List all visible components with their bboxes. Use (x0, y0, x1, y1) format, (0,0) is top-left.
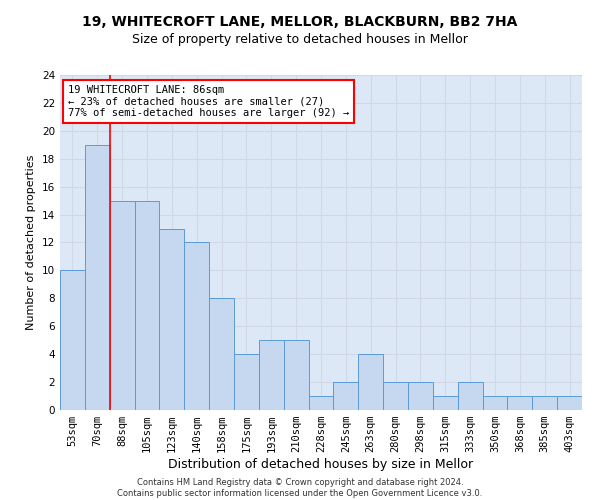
Bar (458, 382, 482, 410)
Bar (134, 200, 160, 410)
Bar (482, 396, 508, 410)
Bar (532, 396, 557, 410)
X-axis label: Distribution of detached houses by size in Mellor: Distribution of detached houses by size … (169, 458, 473, 471)
Bar (358, 354, 383, 410)
Bar (334, 382, 358, 410)
Y-axis label: Number of detached properties: Number of detached properties (26, 155, 37, 330)
Bar (508, 396, 532, 410)
Bar (557, 396, 582, 410)
Bar (408, 382, 433, 410)
Bar (234, 354, 259, 410)
Bar (209, 298, 234, 410)
Bar (259, 340, 284, 410)
Bar (184, 242, 209, 410)
Bar (110, 200, 134, 410)
Bar (60, 270, 85, 410)
Bar (308, 396, 334, 410)
Bar (85, 145, 110, 410)
Text: 19 WHITECROFT LANE: 86sqm
← 23% of detached houses are smaller (27)
77% of semi-: 19 WHITECROFT LANE: 86sqm ← 23% of detac… (68, 85, 349, 118)
Bar (160, 228, 184, 410)
Text: Size of property relative to detached houses in Mellor: Size of property relative to detached ho… (132, 32, 468, 46)
Bar (383, 382, 408, 410)
Text: Contains HM Land Registry data © Crown copyright and database right 2024.
Contai: Contains HM Land Registry data © Crown c… (118, 478, 482, 498)
Text: 19, WHITECROFT LANE, MELLOR, BLACKBURN, BB2 7HA: 19, WHITECROFT LANE, MELLOR, BLACKBURN, … (82, 15, 518, 29)
Bar (433, 396, 458, 410)
Bar (284, 340, 308, 410)
